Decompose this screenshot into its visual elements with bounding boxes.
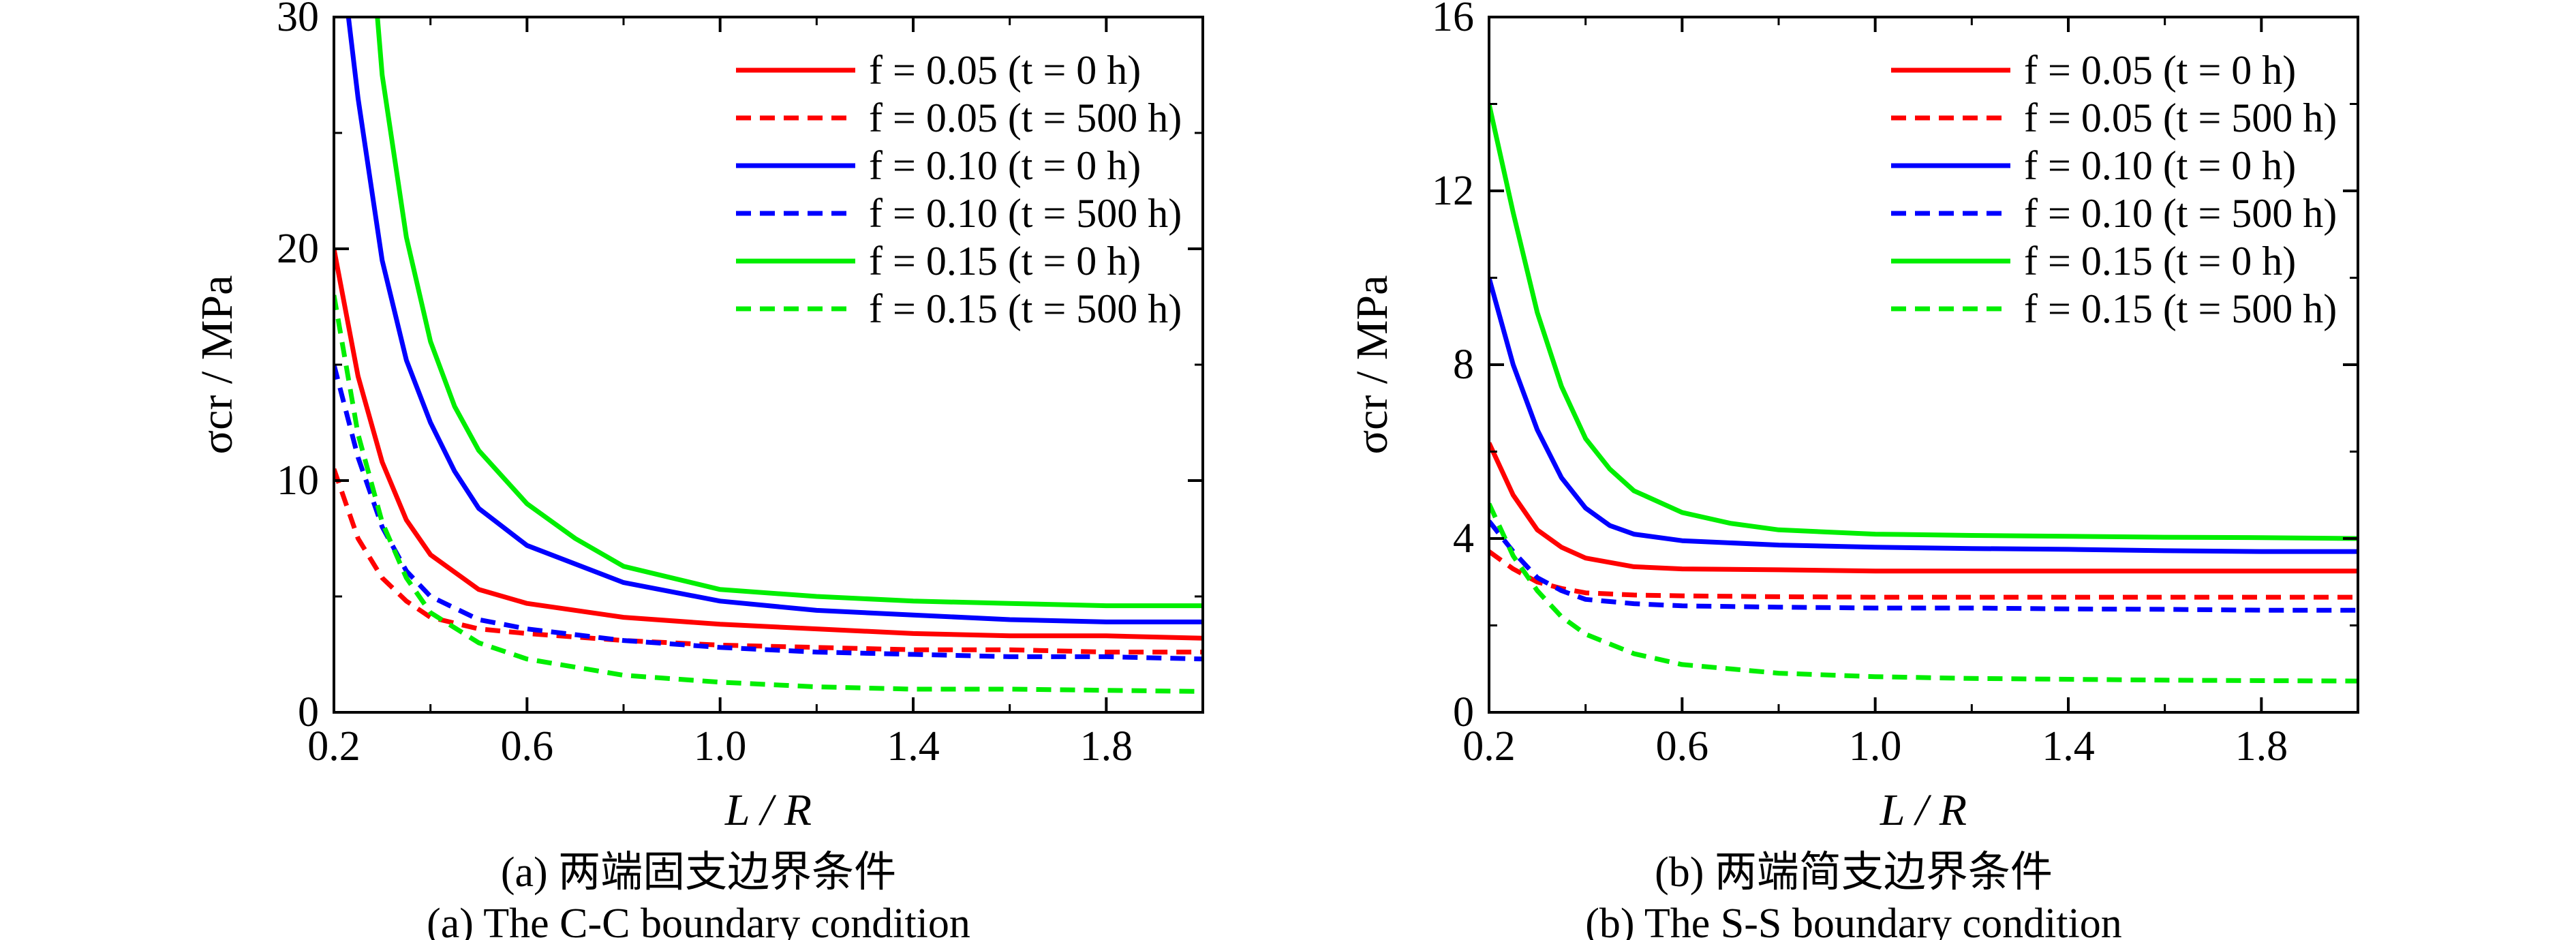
caption-en: (a) The C-C boundary condition (427, 900, 970, 940)
caption-en: (b) The S-S boundary condition (1585, 900, 2122, 940)
series-group (334, 17, 1203, 694)
x-tick-label: 0.6 (501, 723, 554, 770)
series-line-a-5 (334, 294, 1203, 694)
legend-label: f = 0.10 (t = 500 h) (869, 191, 1182, 236)
legend-label: f = 0.05 (t = 500 h) (2024, 95, 2337, 140)
x-axis-label: L / R (724, 785, 812, 835)
legend-label: f = 0.10 (t = 500 h) (2024, 191, 2337, 236)
series-line-b-2 (1489, 277, 2358, 554)
caption-cn: (a) 两端固支边界条件 (501, 849, 896, 896)
chart-panel-b: 0.2 0.6 1.0 1.4 1.8 0 4 8 12 16 L / R σcr / MPa f = … (1347, 0, 2359, 940)
x-tick-label: 0.6 (1656, 723, 1709, 770)
caption-cn: (b) 两端简支边界条件 (1655, 849, 2053, 896)
y-tick-label: 30 (277, 0, 319, 40)
series-group (1489, 103, 2358, 684)
legend-label: f = 0.15 (t = 500 h) (2024, 286, 2337, 331)
x-tick-label: 0.2 (307, 723, 361, 770)
series-line-a-1 (334, 468, 1203, 655)
y-tick-label: 4 (1453, 515, 1474, 562)
legend-label: f = 0.15 (t = 0 h) (869, 239, 1141, 284)
x-tick-label: 1.4 (887, 723, 940, 770)
y-axis-label: σcr / MPa (192, 275, 242, 455)
series-line-b-5 (1489, 502, 2358, 684)
series-line-b-1 (1489, 549, 2358, 600)
series-line-b-3 (1489, 519, 2358, 613)
chart-panel-a: 0.2 0.6 1.0 1.4 1.8 0 10 20 30 L / R σcr / MPa f = … (192, 0, 1204, 940)
legend-label: f = 0.15 (t = 500 h) (869, 286, 1182, 331)
series-line-a-3 (334, 364, 1203, 662)
legend-label: f = 0.05 (t = 500 h) (869, 95, 1182, 140)
x-tick-label: 1.0 (1849, 723, 1902, 770)
legend-label: f = 0.05 (t = 0 h) (2024, 48, 2296, 93)
x-axis-label: L / R (1880, 785, 1967, 835)
series-line-a-0 (334, 248, 1203, 641)
x-tick-label: 1.8 (2235, 723, 2288, 770)
x-tick-label: 1.4 (2042, 723, 2095, 770)
y-tick-label: 16 (1432, 0, 1474, 40)
x-tick-label: 1.8 (1080, 723, 1133, 770)
y-tick-label: 0 (298, 689, 319, 736)
legend-label: f = 0.15 (t = 0 h) (2024, 239, 2296, 284)
y-tick-label: 20 (277, 226, 319, 272)
series-line-b-0 (1489, 442, 2358, 574)
series-line-a-2 (346, 17, 1203, 624)
legend-label: f = 0.10 (t = 0 h) (869, 143, 1141, 188)
y-axis-label: σcr / MPa (1347, 275, 1397, 455)
series-line-a-4 (375, 17, 1203, 609)
legend-label: f = 0.10 (t = 0 h) (2024, 143, 2296, 188)
series-line-b-4 (1489, 103, 2358, 541)
y-tick-label: 8 (1453, 342, 1474, 388)
y-tick-label: 0 (1453, 689, 1474, 736)
y-tick-label: 12 (1432, 168, 1474, 214)
legend-label: f = 0.05 (t = 0 h) (869, 48, 1141, 93)
x-tick-label: 0.2 (1462, 723, 1516, 770)
y-tick-label: 10 (277, 457, 319, 504)
x-tick-label: 1.0 (694, 723, 747, 770)
